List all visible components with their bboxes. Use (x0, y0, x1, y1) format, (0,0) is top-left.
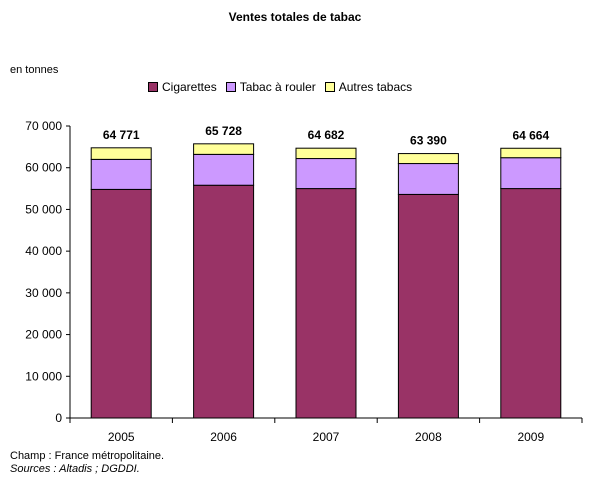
bar-segment-autres-tabacs (90, 147, 152, 160)
y-tick-label: 50 000 (25, 202, 62, 216)
bar-total-label: 64 771 (103, 128, 140, 142)
footer-source: Sources : Altadis ; DGDDI. (10, 463, 140, 475)
bar-segment-tabac-rouler (500, 157, 562, 190)
y-tick-label: 0 (55, 411, 62, 425)
legend: Cigarettes Tabac à rouler Autres tabacs (148, 80, 421, 94)
footer-note: Champ : France métropolitaine. (10, 450, 165, 462)
bar-segment-cigarettes (500, 188, 562, 419)
x-tick-label: 2007 (313, 430, 340, 444)
legend-item-tabac-a-rouler: Tabac à rouler (225, 80, 316, 94)
x-tick-label: 2008 (415, 430, 442, 444)
legend-label-autres-tabacs: Autres tabacs (338, 80, 413, 94)
bar-total-label: 63 390 (410, 134, 447, 148)
y-tick-label: 70 000 (25, 119, 62, 133)
bar-segment-autres-tabacs (397, 153, 459, 165)
bar-segment-tabac-rouler (90, 158, 152, 190)
y-tick-label: 60 000 (25, 161, 62, 175)
legend-item-autres-tabacs: Autres tabacs (324, 80, 413, 94)
bar-segment-autres-tabacs (295, 147, 357, 160)
bar-segment-tabac-rouler (397, 163, 459, 195)
bar-segment-cigarettes (397, 193, 459, 419)
y-tick-label: 40 000 (25, 244, 62, 258)
legend-item-cigarettes: Cigarettes (148, 80, 217, 94)
bar-total-label: 64 664 (512, 128, 549, 142)
legend-label-cigarettes: Cigarettes (162, 80, 217, 94)
legend-swatch-cigarettes (148, 82, 158, 92)
bar-segment-cigarettes (90, 188, 152, 419)
bar-segment-autres-tabacs (500, 147, 562, 159)
y-unit-label: en tonnes (10, 64, 59, 76)
x-tick-label: 2006 (210, 430, 237, 444)
chart-title: Ventes totales de tabac (228, 10, 362, 24)
bar-total-label: 65 728 (205, 124, 242, 138)
y-tick-label: 30 000 (25, 286, 62, 300)
bar-segment-tabac-rouler (295, 158, 357, 190)
x-tick-label: 2005 (108, 430, 135, 444)
y-tick-label: 20 000 (25, 328, 62, 342)
bar-segment-autres-tabacs (193, 143, 255, 155)
bar-total-label: 64 682 (308, 128, 345, 142)
y-tick-label: 10 000 (25, 369, 62, 383)
bar-segment-tabac-rouler (193, 153, 255, 186)
legend-swatch-autres-tabacs (324, 82, 335, 92)
legend-label-tabac-a-rouler: Tabac à rouler (239, 80, 316, 94)
legend-swatch-tabac-a-rouler (225, 82, 236, 92)
x-tick-label: 2009 (517, 430, 544, 444)
bar-segment-cigarettes (193, 184, 255, 419)
bar-segment-cigarettes (295, 188, 357, 419)
